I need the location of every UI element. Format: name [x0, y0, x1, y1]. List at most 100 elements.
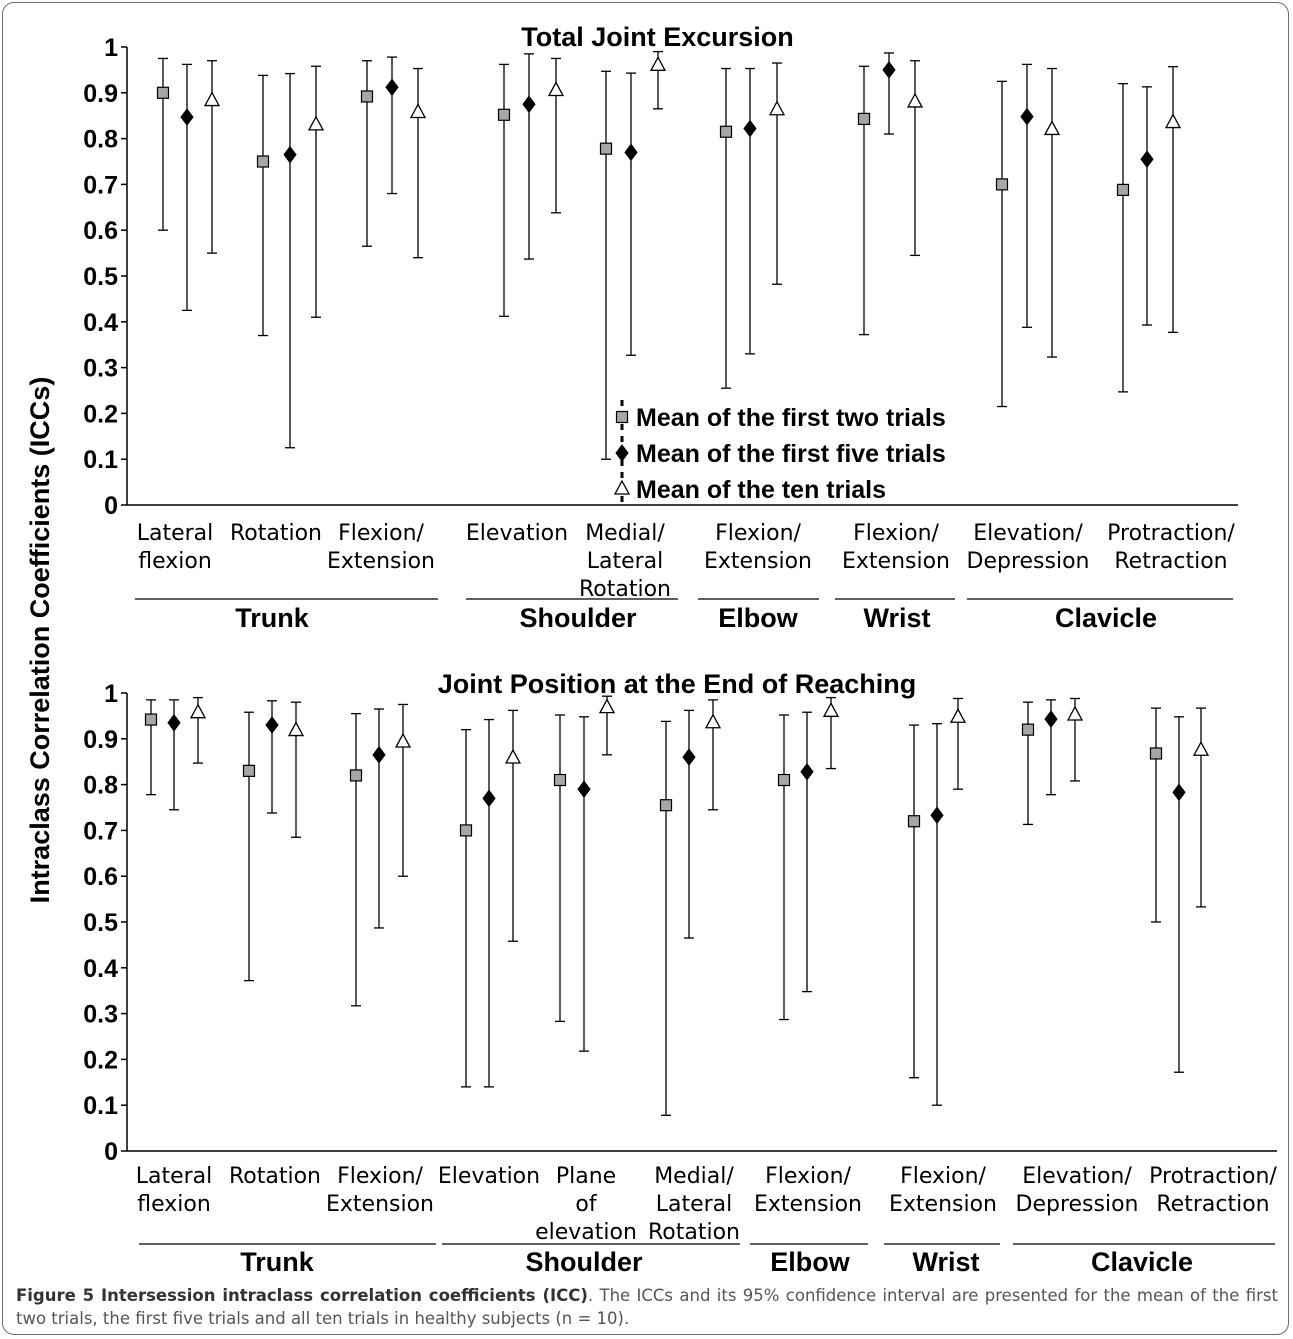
category-flexion-extension-elbow — [719, 62, 786, 389]
category-label: Medial/Lateral Rotation — [648, 1164, 740, 1245]
triangle-marker — [203, 91, 221, 107]
diamond-marker — [624, 143, 638, 162]
square-marker — [1116, 183, 1130, 196]
legend-square-marker — [615, 410, 629, 424]
category-label: Plane of elevation — [535, 1164, 637, 1245]
y-tick-label: 0.4 — [83, 955, 118, 983]
square-marker — [857, 112, 871, 126]
category-label: Flexion/Extension — [704, 521, 812, 574]
y-tick-label: 0.1 — [83, 1092, 118, 1120]
category-label-line: Medial/ — [654, 1164, 734, 1189]
category-label-line: Rotation — [648, 1220, 740, 1245]
square-marker — [1021, 723, 1035, 736]
category-label-line: Extension — [327, 549, 435, 574]
category-label-line: of — [575, 1192, 597, 1217]
category-label: Elevation/Depression — [1016, 1164, 1139, 1217]
category-label: Flexion/Extension — [889, 1164, 997, 1217]
category-flexion-extension-trunk — [349, 703, 412, 1007]
triangle-marker — [906, 92, 924, 108]
category-label: Rotation — [229, 1164, 321, 1189]
triangle-marker — [504, 748, 522, 764]
category-medial-lateral-rotation-shoulder — [599, 50, 667, 460]
diamond-marker — [743, 119, 757, 138]
category-label-line: Extension — [326, 1192, 434, 1217]
square-marker — [659, 799, 673, 812]
square-marker — [599, 142, 613, 155]
legend-diamond-marker — [615, 444, 629, 462]
caption-label: Figure 5 Intersession intraclass correla… — [16, 1286, 588, 1305]
category-label-line: Flexion/ — [338, 521, 424, 546]
category-label-line: Extension — [754, 1192, 862, 1217]
category-label: Protraction/Retraction — [1107, 521, 1235, 574]
group-label-elbow: Elbow — [718, 603, 798, 633]
triangle-marker — [1164, 113, 1182, 129]
square-marker — [553, 773, 567, 787]
y-tick-label: 0.3 — [83, 355, 118, 383]
square-marker — [256, 155, 270, 168]
diamond-marker — [482, 789, 496, 808]
diamond-marker — [1172, 783, 1186, 802]
y-tick-label: 0.9 — [83, 80, 118, 108]
category-label-line: Lateral — [137, 521, 214, 546]
y-tick-label: 0 — [104, 492, 118, 520]
triangle-marker — [1192, 740, 1210, 756]
diamond-marker — [1044, 710, 1058, 728]
chart-title: Total Joint Excursion — [521, 22, 794, 52]
category-elevation-shoulder — [497, 53, 565, 317]
category-label-line: Flexion/ — [765, 1164, 851, 1189]
category-label-line: Retraction — [1114, 549, 1227, 574]
panel-total-joint-excursion: Total Joint Excursion 0 0.1 0.2 0.3 0.4 0.5 0.6… — [83, 22, 1238, 633]
category-protraction-retraction-clavicle — [1116, 66, 1182, 393]
category-label-line: Elevation — [438, 1164, 540, 1189]
diamond-marker — [800, 762, 814, 781]
y-tick-label: 0.1 — [83, 446, 118, 474]
category-label-line: Depression — [967, 549, 1090, 574]
square-marker — [360, 90, 374, 103]
diamond-marker — [180, 108, 194, 126]
category-label-line: Extension — [704, 549, 812, 574]
category-label: Lateral flexion — [137, 521, 214, 574]
y-tick-label: 0.2 — [83, 1046, 118, 1074]
legend-item-label: Mean of the first two trials — [636, 404, 946, 432]
diamond-marker — [372, 745, 386, 764]
square-marker — [719, 125, 733, 138]
category-label: Medial/Lateral Rotation — [579, 521, 671, 602]
category-label-line: Flexion/ — [853, 521, 939, 546]
category-rotation-trunk — [256, 65, 325, 449]
group-label-trunk: Trunk — [240, 1247, 314, 1277]
y-tick-label: 0.8 — [83, 126, 118, 154]
triangle-marker — [307, 115, 325, 131]
category-label-line: Flexion/ — [715, 521, 801, 546]
category-label-line: flexion — [137, 1192, 211, 1217]
triangle-marker — [394, 732, 412, 748]
category-protraction-retraction-clavicle — [1149, 707, 1210, 1073]
category-lateral-flexion-trunk — [156, 57, 221, 312]
category-label-line: flexion — [138, 549, 212, 574]
y-tick-label: 0.5 — [83, 909, 118, 937]
category-label-line: Medial/ — [585, 521, 665, 546]
category-elevation-shoulder — [459, 709, 522, 1088]
triangle-marker — [409, 103, 427, 119]
category-label: Flexion/Extension — [842, 521, 950, 574]
category-flexion-extension-elbow — [777, 696, 840, 1021]
category-label-line: Retraction — [1156, 1192, 1269, 1217]
y-tick-label: 0.6 — [83, 217, 118, 245]
category-label-line: Rotation — [229, 1164, 321, 1189]
category-elevation-depression-clavicle — [1021, 697, 1084, 826]
y-tick-label: 0.9 — [83, 726, 118, 754]
group-label-trunk: Trunk — [235, 603, 309, 633]
category-label-line: Protraction/ — [1107, 521, 1235, 546]
legend-triangle-marker — [613, 479, 631, 495]
y-tick-label: 0.8 — [83, 772, 118, 800]
group-label-elbow: Elbow — [770, 1247, 850, 1277]
category-label: Rotation — [230, 521, 322, 546]
category-label-line: Depression — [1016, 1192, 1139, 1217]
square-marker — [459, 824, 473, 837]
category-label-line: Flexion/ — [900, 1164, 986, 1189]
category-label-line: elevation — [535, 1220, 637, 1245]
triangle-marker — [598, 698, 616, 714]
y-tick-label: 0.2 — [83, 400, 118, 428]
triangle-marker — [189, 703, 207, 719]
y-tick-label: 0.3 — [83, 1001, 118, 1029]
